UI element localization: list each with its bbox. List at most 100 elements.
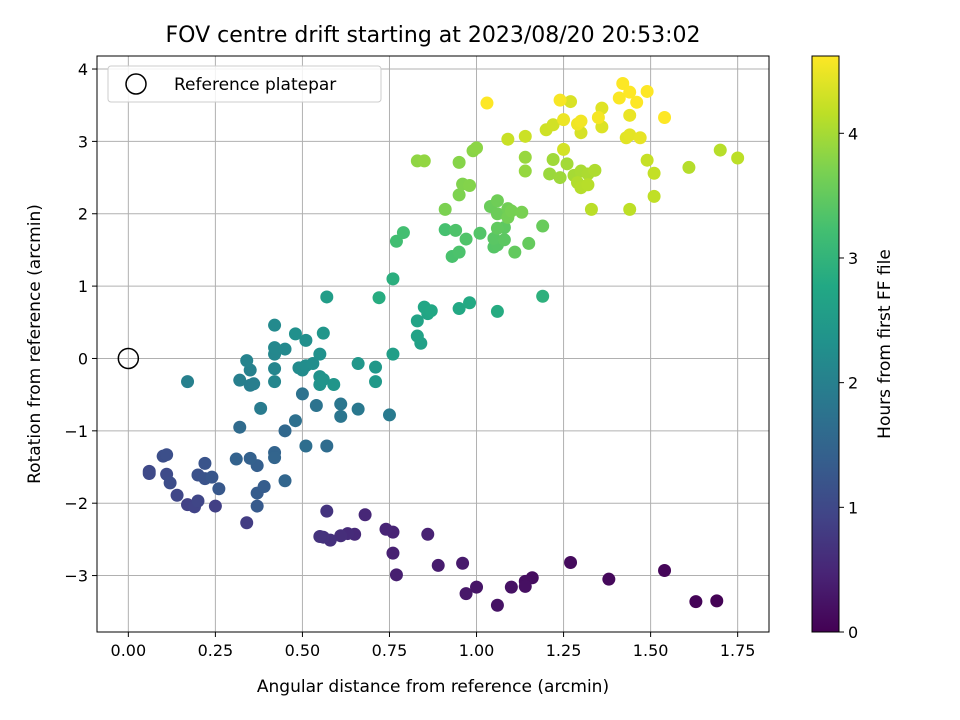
data-point: [612, 91, 626, 105]
data-point: [379, 522, 393, 536]
colorbar-tick-label: 4: [848, 124, 858, 143]
data-point: [229, 452, 243, 466]
data-point: [268, 341, 282, 355]
y-axis-label: Rotation from reference (arcmin): [25, 204, 45, 484]
data-point: [623, 85, 637, 99]
data-point: [320, 290, 334, 304]
data-point: [320, 504, 334, 518]
colorbar-tick-label: 3: [848, 249, 858, 268]
data-point: [358, 508, 372, 522]
legend-label: Reference platepar: [174, 75, 336, 95]
data-point: [233, 373, 247, 387]
colorbar-tick-label: 2: [848, 374, 858, 393]
data-point: [564, 556, 578, 570]
data-point: [658, 111, 672, 125]
data-point: [553, 93, 567, 107]
data-point: [560, 157, 574, 171]
data-point: [306, 357, 320, 371]
data-point: [278, 342, 292, 356]
colorbar-tick-label: 1: [848, 498, 858, 517]
plot-area: [96, 55, 770, 633]
y-axis-ticks: −3 −2 −1 0 1 2 3 4: [64, 60, 97, 586]
data-point: [386, 347, 400, 361]
data-point: [316, 326, 330, 340]
data-point: [689, 595, 703, 609]
plot-frame: [96, 55, 770, 633]
data-point: [640, 153, 654, 167]
data-point: [633, 131, 647, 145]
data-point: [591, 111, 605, 125]
data-point: [470, 141, 484, 155]
data-point: [386, 546, 400, 560]
x-tick-label: 0.00: [111, 641, 147, 660]
x-axis-label: Angular distance from reference (arcmin): [257, 677, 609, 697]
data-point: [382, 408, 396, 422]
data-point: [268, 362, 282, 376]
data-point: [647, 189, 661, 203]
data-point: [630, 95, 644, 109]
data-point: [518, 579, 532, 593]
data-point: [546, 152, 560, 166]
y-tick-label: −1: [64, 422, 88, 441]
data-point: [243, 451, 257, 465]
y-tick-label: 4: [78, 60, 88, 79]
x-tick-label: 0.25: [198, 641, 234, 660]
colorbar-ticks: 0 1 2 3 4: [839, 124, 858, 642]
data-point: [731, 151, 745, 165]
data-point: [257, 480, 271, 494]
data-points: [142, 76, 745, 612]
data-point: [710, 594, 724, 608]
data-point: [518, 164, 532, 178]
colorbar-label: Hours from first FF file: [875, 249, 895, 439]
data-point: [351, 357, 365, 371]
legend-box: [107, 65, 382, 103]
chart-title: FOV centre drift starting at 2023/08/20 …: [166, 23, 701, 48]
data-point: [459, 587, 473, 601]
data-point: [320, 439, 334, 453]
data-point: [351, 402, 365, 416]
grid-lines: [97, 56, 769, 632]
data-point: [452, 302, 466, 316]
data-point: [623, 128, 637, 142]
data-point: [424, 304, 438, 318]
data-point: [198, 456, 212, 470]
data-point: [564, 95, 578, 109]
data-point: [452, 245, 466, 259]
data-point: [163, 476, 177, 490]
data-point: [459, 232, 473, 246]
data-point: [588, 163, 602, 177]
data-point: [268, 375, 282, 389]
x-tick-label: 1.50: [633, 641, 669, 660]
data-point: [417, 154, 431, 168]
data-point: [295, 387, 309, 401]
data-point: [584, 202, 598, 216]
x-tick-label: 1.75: [720, 641, 756, 660]
x-tick-label: 1.00: [459, 641, 495, 660]
data-point: [452, 155, 466, 169]
data-point: [456, 556, 470, 570]
data-point: [557, 142, 571, 156]
data-point: [470, 580, 484, 594]
data-point: [410, 314, 424, 328]
data-point: [313, 347, 327, 361]
data-point: [623, 202, 637, 216]
data-point: [389, 234, 403, 248]
data-point: [309, 399, 323, 413]
data-point: [480, 96, 494, 110]
data-point: [142, 467, 156, 481]
data-point: [334, 409, 348, 423]
data-point: [160, 448, 174, 462]
data-point: [334, 397, 348, 411]
data-point: [501, 132, 515, 146]
x-tick-label: 1.25: [546, 641, 582, 660]
data-point: [647, 166, 661, 180]
data-point: [372, 291, 386, 305]
data-point: [452, 188, 466, 202]
data-point: [682, 160, 696, 174]
data-point: [205, 470, 219, 484]
data-point: [254, 401, 268, 415]
data-point: [288, 327, 302, 341]
data-point: [410, 329, 424, 343]
data-point: [518, 129, 532, 143]
data-point: [490, 304, 504, 318]
